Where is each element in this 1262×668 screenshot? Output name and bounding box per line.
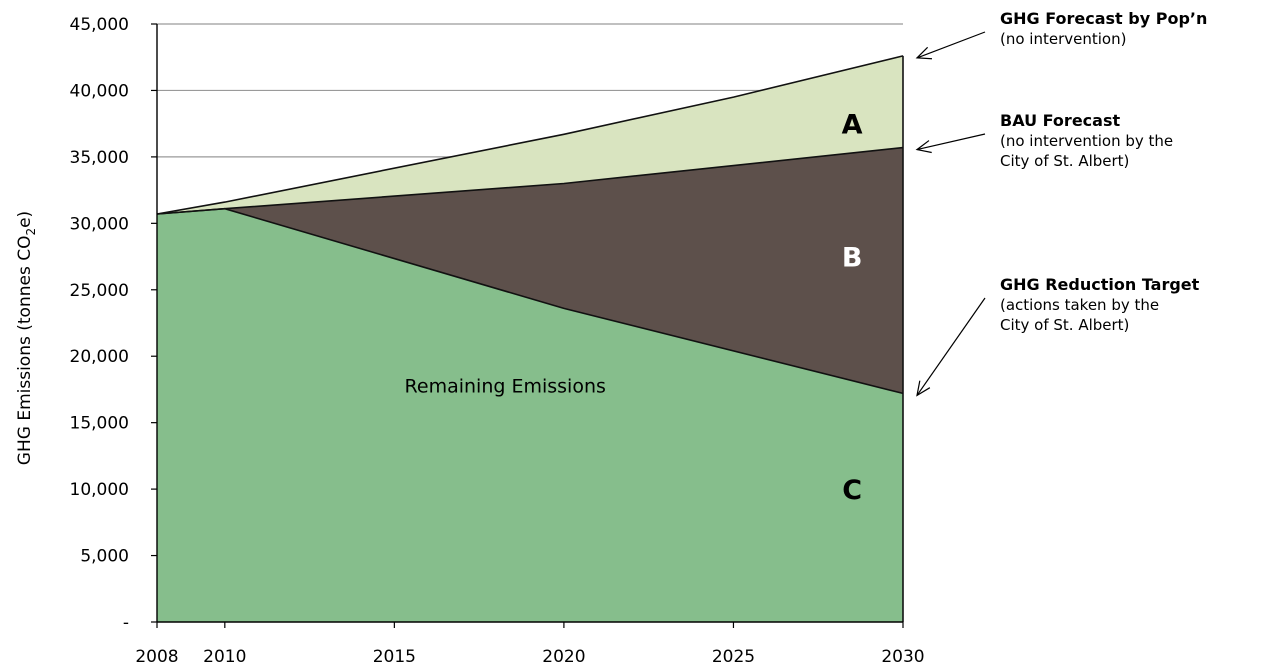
arrow-line (916, 133, 986, 151)
y-tick-label: 5,000 (80, 547, 129, 567)
series-line-1 (156, 55, 904, 215)
annotation-subtitle: City of St. Albert) (1000, 152, 1129, 170)
y-tick-label: 30,000 (70, 214, 129, 234)
area-3 (157, 208, 903, 622)
region-labels: A B C Remaining Emissions (405, 110, 863, 506)
x-tick-label: 2015 (373, 647, 416, 667)
region-label-b: B (842, 243, 863, 274)
y-tick-label: 45,000 (70, 15, 129, 35)
annotation-title: GHG Reduction Target (1000, 275, 1200, 294)
y-tick-label: 10,000 (70, 480, 129, 500)
arrow-head (915, 140, 932, 154)
x-tick-label: 2030 (881, 647, 924, 667)
y-tick-label: 20,000 (70, 347, 129, 367)
axes (151, 23, 904, 628)
annotation: GHG Reduction Target (actions taken by th… (916, 275, 1200, 397)
y-tick-label: - (123, 613, 129, 633)
arrow-line (916, 297, 986, 396)
x-tick-label: 2010 (203, 647, 246, 667)
series-line-3 (156, 207, 904, 395)
y-tick-label: 40,000 (70, 81, 129, 101)
annotation-subtitle: City of St. Albert) (1000, 316, 1129, 334)
annotation-title: BAU Forecast (1000, 111, 1120, 130)
arrow-head (916, 380, 931, 397)
annotation-subtitle: (actions taken by the (1000, 296, 1159, 314)
annotation: BAU Forecast (no intervention by the City … (915, 111, 1173, 170)
region-label-a: A (842, 110, 863, 141)
area-series (156, 55, 904, 622)
annotation-title: GHG Forecast by Pop’n (1000, 9, 1207, 28)
x-tick-label: 2025 (712, 647, 755, 667)
remaining-emissions-label: Remaining Emissions (405, 375, 606, 397)
y-tick-labels: - 5,000 10,000 15,000 20,000 25,000 30,000 35,0… (70, 15, 129, 633)
y-tick-label: 35,000 (70, 148, 129, 168)
annotations: GHG Forecast by Pop’n (no intervention) BA… (915, 9, 1207, 397)
y-tick-label: 15,000 (70, 414, 129, 434)
annotation: GHG Forecast by Pop’n (no intervention) (915, 9, 1207, 60)
region-label-c: C (842, 475, 862, 506)
x-tick-label: 2008 (135, 647, 178, 667)
annotation-subtitle: (no intervention) (1000, 30, 1126, 48)
annotation-subtitle: (no intervention by the (1000, 132, 1173, 150)
y-axis-title: GHG Emissions (tonnes CO2e) (15, 211, 38, 465)
y-tick-label: 25,000 (70, 281, 129, 301)
x-tick-labels: 2008 2010 2015 2020 2025 2030 (135, 647, 924, 667)
arrow-head (915, 46, 933, 60)
arrow-line (916, 31, 986, 59)
x-tick-label: 2020 (542, 647, 585, 667)
